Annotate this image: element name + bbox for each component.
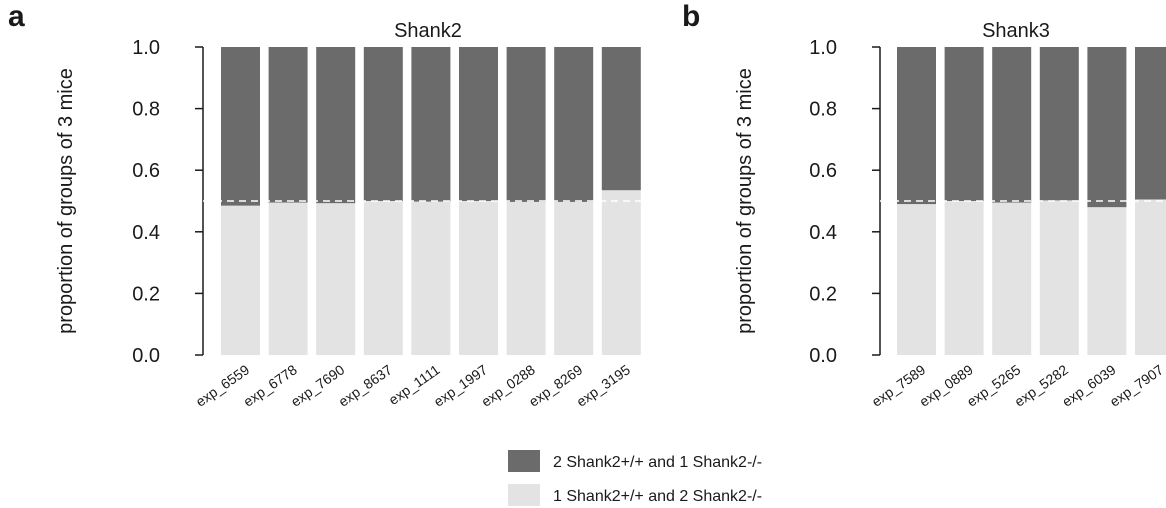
bar-segment-dark	[554, 47, 594, 202]
bar-segment-light	[554, 201, 594, 355]
y-tick-label: 0.0	[809, 345, 837, 367]
y-tick-label: 1.0	[809, 37, 837, 59]
bar-segment-dark	[1039, 47, 1079, 201]
bar-segment-light	[268, 202, 308, 355]
y-axis-label: proportion of groups of 3 mice	[734, 68, 756, 334]
y-tick-label: 0.4	[132, 222, 160, 244]
bar-segment-light	[1135, 199, 1166, 355]
legend: 2 Shank2+/+ and 1 Shank2-/- 1 Shank2+/+ a…	[508, 450, 762, 506]
panel-a: a Shank2 proportion of groups of 3 mice 0.0…	[8, 0, 641, 410]
legend-label: 1 Shank2+/+ and 2 Shank2-/-	[553, 488, 762, 505]
bar-segment-dark	[601, 47, 641, 191]
y-tick-label: 0.0	[132, 345, 160, 367]
bar-segment-light	[506, 201, 546, 355]
panel-letter: a	[8, 0, 25, 33]
bar-segment-light	[459, 201, 498, 355]
bar-segment-dark	[363, 47, 403, 201]
y-tick-label: 0.8	[809, 99, 837, 121]
bar-segment-light	[1039, 200, 1079, 355]
bar-segment-light	[944, 201, 984, 355]
panel-letter: b	[682, 0, 700, 33]
bar-segment-dark	[992, 47, 1032, 203]
y-tick-label: 1.0	[132, 37, 160, 59]
x-tick-label: exp_7907	[1107, 361, 1166, 410]
bar-segment-dark	[268, 47, 308, 203]
bar-segment-light	[992, 202, 1032, 355]
bar-segment-dark	[897, 47, 936, 205]
y-axis-label: proportion of groups of 3 mice	[55, 68, 77, 334]
bar-segment-light	[221, 205, 260, 355]
y-tick-label: 0.2	[809, 283, 837, 305]
bar-segment-light	[897, 204, 936, 355]
bar-segment-dark	[1087, 47, 1127, 208]
bar-segment-dark	[411, 47, 451, 202]
legend-swatch	[508, 450, 540, 472]
panel-b: b Shank3 proportion of groups of 3 mice 0.0…	[682, 0, 1166, 410]
bar-segment-dark	[506, 47, 546, 202]
bar-segment-dark	[1135, 47, 1166, 200]
chart-title: Shank2	[394, 20, 462, 42]
bar-segment-dark	[221, 47, 260, 206]
bar-segment-dark	[944, 47, 984, 201]
chart-title: Shank3	[982, 20, 1050, 42]
y-tick-label: 0.8	[132, 99, 160, 121]
y-tick-label: 0.2	[132, 283, 160, 305]
bar-segment-light	[316, 203, 356, 355]
bar-segment-light	[1087, 207, 1127, 355]
bar-segment-light	[363, 201, 403, 355]
bar-segment-dark	[316, 47, 356, 204]
bar-segment-dark	[459, 47, 498, 201]
x-tick-label: exp_8637	[335, 361, 395, 410]
legend-swatch	[508, 484, 540, 506]
bar-segment-light	[601, 190, 641, 355]
bar-segment-light	[411, 201, 451, 355]
x-tick-label: exp_3195	[573, 361, 633, 410]
y-tick-label: 0.6	[809, 160, 837, 182]
legend-label: 2 Shank2+/+ and 1 Shank2-/-	[553, 454, 762, 471]
y-tick-label: 0.4	[809, 222, 837, 244]
y-tick-label: 0.6	[132, 160, 160, 182]
